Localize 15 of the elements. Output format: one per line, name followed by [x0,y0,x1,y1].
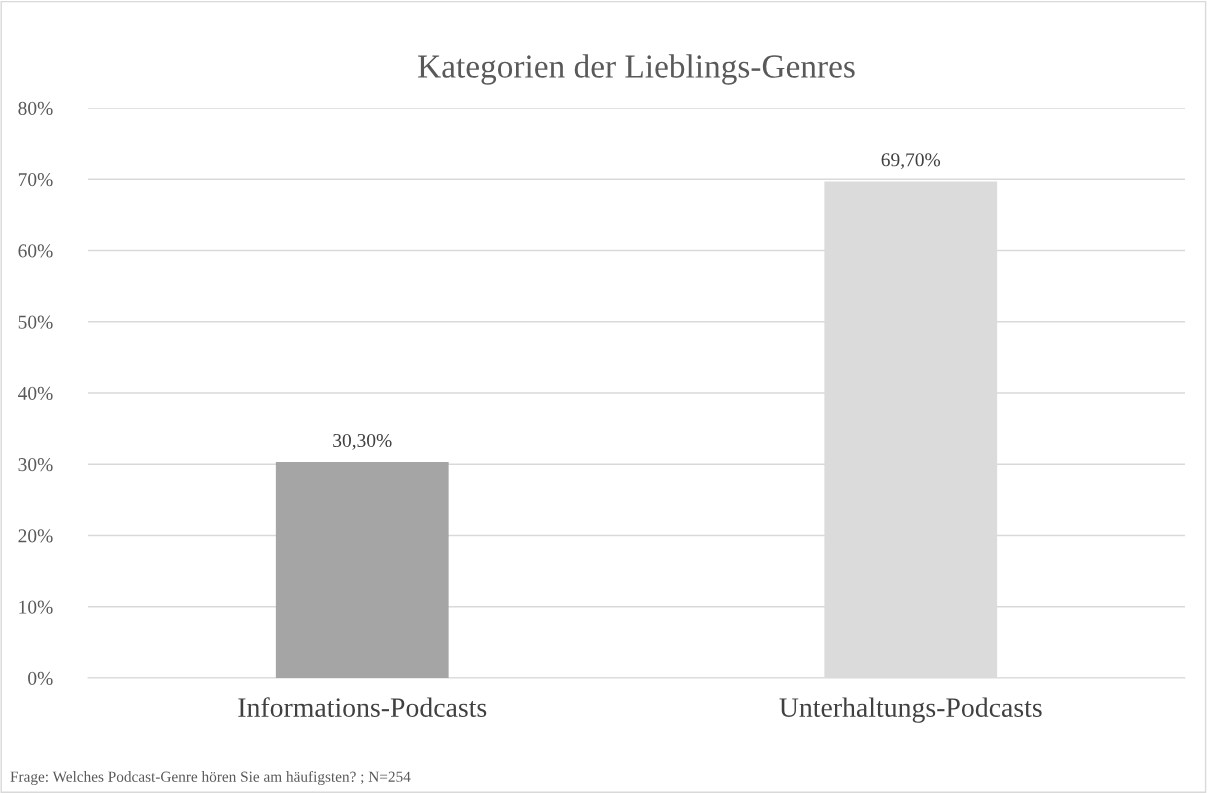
y-tick-label: 30% [18,458,53,472]
x-tick-label: Unterhaltungs-Podcasts [779,697,1042,723]
chart-title: Kategorien der Lieblings-Genres [418,54,855,85]
y-tick-label: 10% [19,600,53,614]
y-tick-label: 60% [18,244,53,258]
y-tick-label: 80% [18,101,53,115]
y-tick-label: 50% [18,315,53,329]
y-tick-label: 20% [18,529,53,543]
y-tick-label: 70% [18,173,53,187]
data-label: 69,70% [881,153,941,170]
text: Frage: Welches Podcast-Genre hören Sie am häufigsten? ; N=254 [10,770,411,785]
x-tick-label: Informations-Podcasts [238,697,487,717]
y-tick-label: 0% [28,671,53,685]
data-label: 30,30% [333,433,392,450]
y-tick-label: 40% [18,386,53,400]
